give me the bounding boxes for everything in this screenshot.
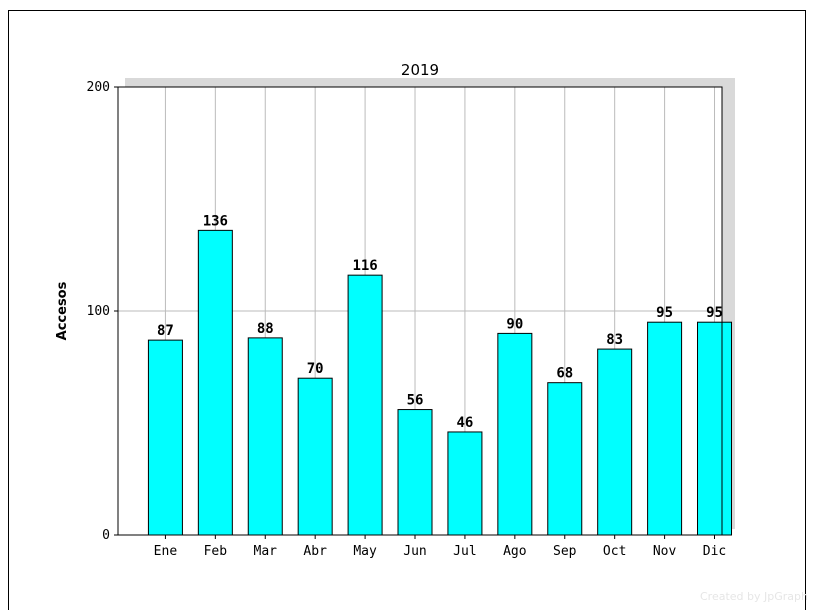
bar-dic — [697, 321, 733, 536]
data-label: 46 — [456, 415, 473, 431]
x-tick-label: Jun — [403, 544, 426, 559]
data-label: 136 — [203, 213, 228, 229]
x-tick-label: Feb — [204, 544, 228, 559]
bar-ene — [147, 339, 183, 536]
x-tick-label: Dic — [703, 544, 726, 559]
data-label: 68 — [556, 366, 573, 382]
watermark: Created by JpGraph — [700, 590, 808, 603]
x-tick-label: Mar — [254, 544, 278, 559]
bar-ago — [497, 332, 533, 536]
bar-mar — [247, 337, 283, 536]
x-tick-label: Oct — [603, 544, 626, 559]
data-label: 90 — [506, 316, 523, 332]
data-label: 88 — [257, 321, 274, 337]
axis-ticks: 0 100 200 Ene Feb Mar Abr May Jun Jul Ago Sep Oct Nov… — [87, 80, 727, 559]
x-tick-label: May — [353, 544, 377, 559]
bar-oct — [597, 348, 633, 536]
bar-feb — [197, 229, 233, 536]
x-tick-label: Abr — [303, 544, 327, 559]
data-label: 70 — [307, 361, 324, 377]
y-axis-label: Accesos — [55, 281, 70, 340]
data-label: 116 — [352, 258, 377, 274]
bars: 87 136 88 70 116 56 46 90 68 83 95 95 — [147, 213, 733, 536]
y-tick-label: 200 — [87, 80, 110, 95]
bar-nov — [647, 321, 683, 536]
y-tick-label: 0 — [102, 528, 110, 543]
bar-may — [347, 274, 383, 536]
bar-sep — [547, 382, 583, 536]
x-tick-label: Jul — [453, 544, 476, 559]
x-tick-label: Ago — [503, 544, 526, 559]
x-tick-label: Ene — [154, 544, 178, 559]
chart-title: 2019 — [401, 61, 439, 79]
y-tick-label: 100 — [87, 304, 110, 319]
bar-jul — [447, 431, 483, 536]
data-label: 87 — [157, 323, 174, 339]
data-label: 56 — [407, 393, 424, 409]
plot-border — [117, 86, 723, 536]
data-label: 95 — [656, 305, 673, 321]
data-label: 83 — [606, 332, 623, 348]
x-tick-label: Nov — [653, 544, 677, 559]
bar-abr — [297, 377, 333, 536]
x-tick-label: Sep — [553, 544, 577, 559]
bar-jun — [397, 409, 433, 536]
data-label: 95 — [706, 305, 723, 321]
